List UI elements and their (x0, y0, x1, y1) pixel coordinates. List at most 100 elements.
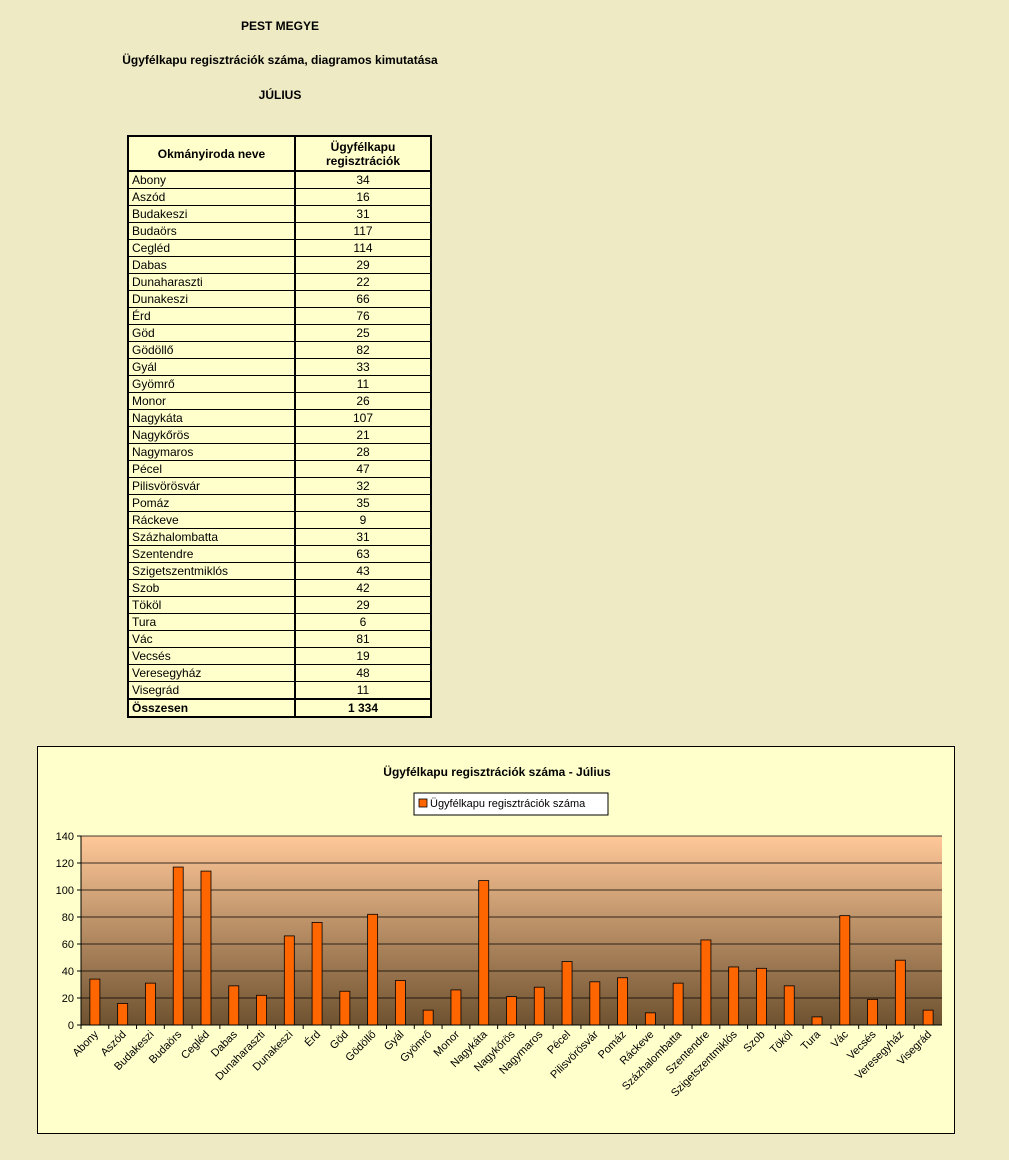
x-tick-label: Gödöllő (343, 1029, 378, 1064)
y-tick-label: 140 (56, 831, 74, 843)
gridlines (81, 835, 942, 1026)
bar-0 (89, 978, 101, 1026)
registrations-cell: 21 (294, 426, 432, 444)
registrations-cell: 31 (294, 528, 432, 546)
registrations-cell: 25 (294, 324, 432, 342)
y-tick-label: 80 (62, 912, 74, 924)
x-tick-label: Abony (70, 1028, 101, 1059)
x-tick-label: Szob (741, 1029, 767, 1055)
bar-19 (617, 977, 628, 1026)
table-row: Gyömrő 11 (127, 375, 432, 393)
bar-7 (283, 935, 295, 1026)
page-county-title: PEST MEGYE (240, 19, 320, 33)
registrations-cell: 48 (294, 664, 432, 682)
table-row: Nagymaros 28 (127, 443, 432, 461)
bar-5 (228, 985, 240, 1026)
registrations-cell: 6 (294, 613, 432, 631)
table-row: Százhalombatta 31 (127, 528, 432, 546)
office-name-cell: Visegrád (127, 681, 296, 700)
office-name-cell: Vecsés (127, 647, 296, 665)
table-row: Abony 34 (127, 171, 432, 189)
bar-6 (256, 994, 267, 1026)
registrations-cell: 31 (294, 205, 432, 223)
table-row: Veresegyház 48 (127, 664, 432, 682)
office-name-cell: Göd (127, 324, 296, 342)
bar-29 (894, 959, 906, 1026)
bar-14 (478, 880, 490, 1026)
bar-10 (367, 913, 379, 1026)
table-row: Dunaharaszti 22 (127, 273, 432, 291)
col-header-office: Okmányiroda neve (127, 135, 296, 172)
chart-legend: Ügyfélkapu regisztrációk száma (413, 792, 609, 816)
registrations-cell: 47 (294, 460, 432, 478)
x-tick-label: Tura (799, 1028, 824, 1053)
office-name-cell: Tura (127, 613, 296, 631)
x-tick-label: Tököl (768, 1029, 796, 1057)
bar-1 (117, 1002, 129, 1026)
registrations-cell: 42 (294, 579, 432, 597)
table-row: Gyál 33 (127, 358, 432, 376)
office-name-cell: Budakeszi (127, 205, 296, 223)
bar-15 (506, 996, 517, 1026)
col-header-registrations: Ügyfélkapu regisztrációk (294, 135, 432, 172)
office-name-cell: Nagymaros (127, 443, 296, 461)
x-tick-label: Gyál (382, 1029, 406, 1053)
table-row: Göd 25 (127, 324, 432, 342)
registrations-cell: 66 (294, 290, 432, 308)
col-header-registrations-line2: regisztrációk (325, 153, 401, 168)
table-row: Monor 26 (127, 392, 432, 410)
y-tick-label: 100 (56, 885, 74, 897)
table-row: Ráckeve 9 (127, 511, 432, 529)
bar-chart: Ügyfélkapu regisztrációk száma - Július … (56, 764, 942, 1099)
registrations-cell: 29 (294, 256, 432, 274)
bar-21 (672, 982, 684, 1026)
col-header-registrations-line1: Ügyfélkapu (330, 139, 396, 154)
bar-11 (395, 980, 406, 1026)
bar-16 (533, 986, 545, 1026)
bar-4 (200, 870, 212, 1026)
bars (89, 866, 934, 1026)
registrations-cell: 28 (294, 443, 432, 461)
chart-title: Ügyfélkapu regisztrációk száma - Július (383, 764, 611, 779)
registrations-cell: 81 (294, 630, 432, 648)
office-name-cell: Nagykőrös (127, 426, 296, 444)
y-tick-label: 120 (56, 858, 74, 870)
office-name-cell: Gyál (127, 358, 296, 376)
table-row: Nagykőrös 21 (127, 426, 432, 444)
registrations-cell: 43 (294, 562, 432, 580)
table-row: Érd 76 (127, 307, 432, 325)
office-name-cell: Dabas (127, 256, 296, 274)
bar-22 (700, 939, 712, 1026)
x-tick-label: Érd (302, 1028, 323, 1049)
page-month: JÚLIUS (258, 88, 302, 102)
office-name-cell: Dunakeszi (127, 290, 296, 308)
bar-9 (339, 990, 351, 1026)
bar-23 (728, 966, 740, 1026)
office-name-cell: Százhalombatta (127, 528, 296, 546)
registrations-cell: 26 (294, 392, 432, 410)
office-name-cell: Szob (127, 579, 296, 597)
office-name-cell: Pécel (127, 460, 296, 478)
table-row: Szentendre 63 (127, 545, 432, 563)
bar-26 (811, 1016, 823, 1026)
table-row: Vác 81 (127, 630, 432, 648)
office-name-cell: Szigetszentmiklós (127, 562, 296, 580)
table-row: Gödöllő 82 (127, 341, 432, 359)
office-name-cell: Érd (127, 307, 296, 325)
office-name-cell: Aszód (127, 188, 296, 206)
table-row: Budaörs 117 (127, 222, 432, 240)
table-row: Dabas 29 (127, 256, 432, 274)
office-name-cell: Szentendre (127, 545, 296, 563)
registrations-cell: 82 (294, 341, 432, 359)
y-tick-label: 0 (68, 1020, 74, 1032)
registrations-table: Okmányiroda neve Ügyfélkapu regisztráció… (127, 135, 432, 718)
x-tick-label: Gyömrő (398, 1029, 434, 1065)
bar-2 (145, 982, 156, 1026)
bar-18 (589, 981, 601, 1026)
table-row: Tura 6 (127, 613, 432, 631)
x-tick-label: Cegléd (179, 1029, 212, 1062)
table-row: Szigetszentmiklós 43 (127, 562, 432, 580)
office-name-cell: Gödöllő (127, 341, 296, 359)
registrations-cell: 117 (294, 222, 432, 240)
office-name-cell: Tököl (127, 596, 296, 614)
